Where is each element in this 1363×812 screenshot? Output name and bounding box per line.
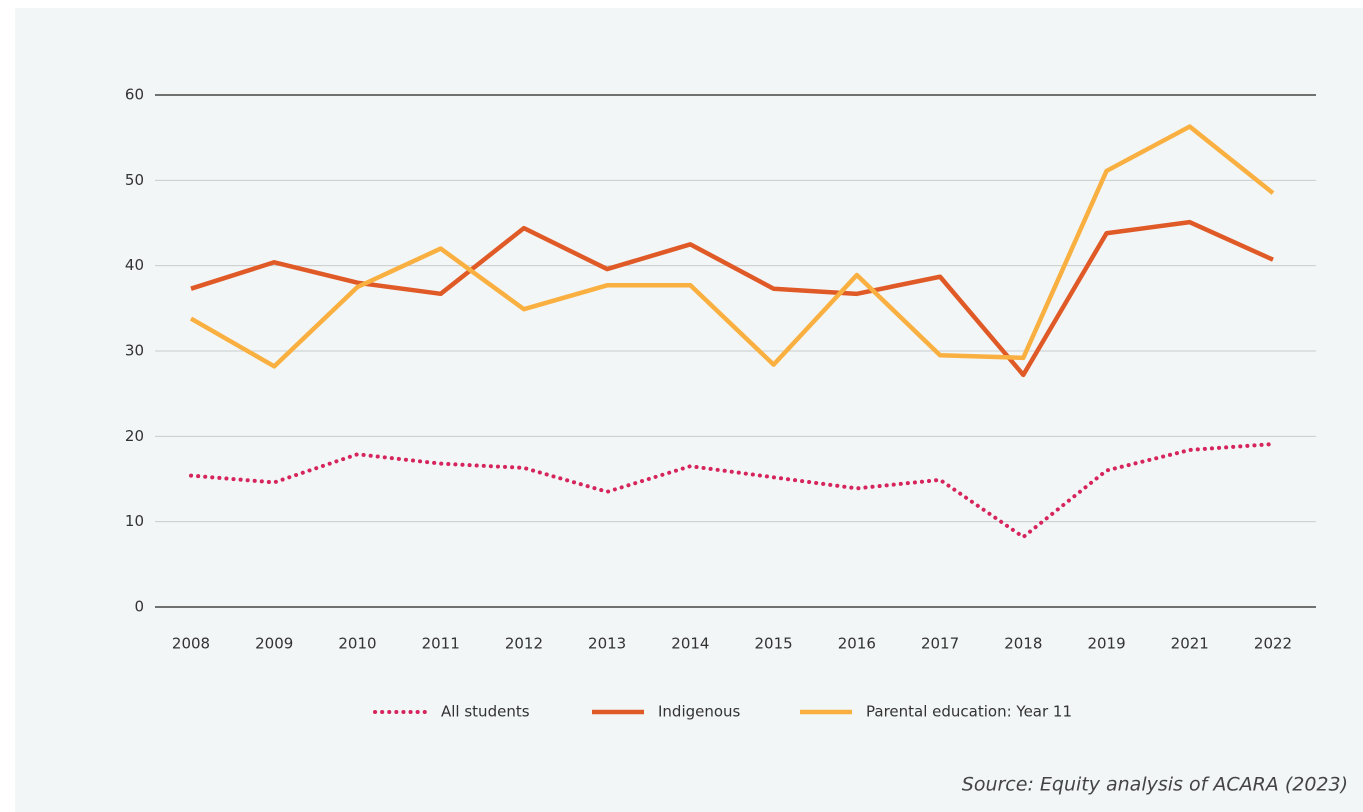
y-tick-label: 30: [125, 342, 144, 360]
series-line: [190, 219, 1274, 378]
x-tick-label: 2019: [1087, 635, 1125, 653]
y-tick-label: 40: [125, 256, 144, 274]
x-tick-label: 2011: [422, 635, 460, 653]
y-tick-label: 20: [125, 427, 144, 445]
x-tick-label: 2009: [255, 635, 293, 653]
y-tick-label: 50: [125, 171, 144, 189]
x-tick-label: 2015: [755, 635, 793, 653]
source-note: Source: Equity analysis of ACARA (2023): [962, 774, 1348, 796]
x-tick-label: 2013: [588, 635, 626, 653]
x-tick-label: 2008: [172, 635, 210, 653]
x-tick-label: 2021: [1171, 635, 1209, 653]
x-tick-label: 2014: [671, 635, 709, 653]
x-tick-label: 2017: [921, 635, 959, 653]
y-tick-label: 60: [125, 86, 144, 104]
x-tick-label: 2018: [1004, 635, 1042, 653]
legend-label: Parental education: Year 11: [866, 703, 1072, 721]
background: [15, 8, 1363, 812]
y-tick-label: 10: [125, 512, 144, 530]
x-tick-label: 2010: [338, 635, 376, 653]
series-line: [189, 124, 1275, 369]
y-tick-label: 0: [134, 598, 144, 616]
series-line: [189, 442, 1275, 540]
legend-label: Indigenous: [658, 703, 741, 721]
x-tick-label: 2016: [838, 635, 876, 653]
x-tick-label: 2022: [1254, 635, 1292, 653]
x-tick-label: 2012: [505, 635, 543, 653]
legend-label: All students: [441, 703, 530, 721]
